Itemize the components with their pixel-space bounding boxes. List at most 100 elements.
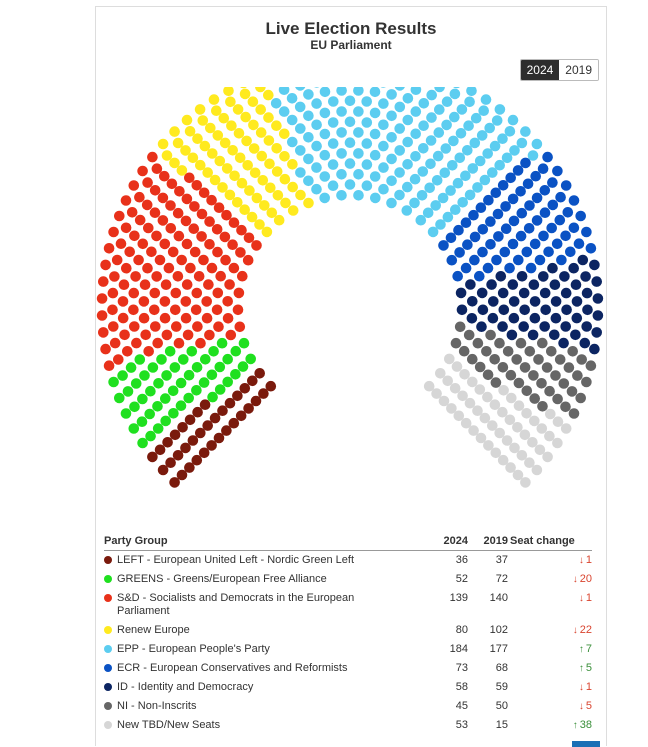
seat-dot [180,442,191,454]
seat-dot [518,287,530,299]
seat-dot [173,230,185,242]
seat-dot [520,157,531,169]
seat-dot [169,362,181,373]
seat-dot [172,450,184,461]
seat-dot [552,416,564,428]
seat-dot [311,162,322,173]
seat-dot [271,143,282,154]
seat-dot [519,429,531,441]
seat-dot [529,296,541,307]
seats-2024: 184 [449,643,468,655]
seat-dot [460,262,472,274]
seat-dot [344,137,356,148]
seat-dot [592,310,604,321]
seat-dot [402,114,414,126]
seat-dot [154,254,166,266]
seat-dot [467,163,479,174]
seat-dot [513,377,525,389]
seat-dot [156,354,167,365]
seat-dot [254,368,265,379]
seat-dot [447,160,458,171]
seat-dot [169,429,181,441]
seat-dot [454,152,466,164]
seat-dot [424,182,436,194]
seat-dot [559,271,570,282]
seat-dot [225,329,237,341]
seat-dot [254,219,265,230]
seat-dot [143,222,154,234]
seat-dot [467,353,478,365]
seat-dot [520,126,531,137]
seat-dot [441,96,453,107]
seat-dot [516,450,528,461]
seat-dot [190,304,202,316]
year-2019-button[interactable]: 2019 [559,60,598,80]
seat-dot [480,94,492,105]
seat-dot [529,238,541,250]
seat-dot [222,296,233,307]
seat-dot [560,230,571,242]
seat-dot [188,223,200,234]
seat-dot [427,226,439,238]
seat-dot [497,321,508,332]
seat-dot [113,354,124,365]
seat-dot [567,346,578,357]
seat-dot [523,223,535,234]
seat-dot [531,215,543,226]
seat-dot [184,414,196,426]
seat-dot [161,150,173,161]
party-cell: NI - Non-Inscrits [104,697,430,716]
seat-dot [487,420,498,431]
seat-dot [215,270,226,282]
seat-dot [577,254,589,266]
year-toggle: 2024 2019 [519,59,599,81]
seats-2024: 73 [455,662,468,674]
seat-dot [448,135,459,147]
seat-dot [222,376,233,388]
seat-dot [195,159,206,171]
seat-dot [536,378,547,389]
seat-dot [394,123,406,134]
seat-dot [466,313,478,324]
seat-dot [232,104,244,115]
seat-dot [501,152,513,164]
seat-dot [198,254,209,266]
seat-dot [498,385,509,396]
scrollbar-thumb[interactable] [572,741,600,747]
seat-dot [271,166,283,177]
seat-dot [154,444,166,456]
seat-dot [449,88,461,100]
seat-dot [509,145,520,156]
seat-dot [369,149,381,161]
seat-dot [128,180,140,191]
seat-dot [449,111,460,123]
seat-dot [184,126,196,137]
party-name: ID - Identity and Democracy [117,681,254,693]
arrow-up-icon: ↑ [572,720,578,731]
year-2024-button[interactable]: 2024 [520,60,560,80]
seat-dot [508,296,520,307]
seat-dot [520,477,531,488]
seat-dot [251,240,262,251]
seat-dot [513,400,525,412]
seat-dot [497,362,509,373]
seat-dot [278,106,290,117]
seat-dot [568,408,580,419]
seat-dot [258,388,269,399]
seat-dot [457,197,469,208]
seat-dot [234,321,246,333]
seat-dot [212,246,223,258]
seat-dot [507,238,519,250]
seat-dot [531,138,543,150]
seat-dot [157,192,169,204]
seat-dot [182,329,194,341]
seat-dot [425,135,437,146]
results-table: Party Group 2024 2019 Seat change LEFT -… [104,535,592,735]
seat-dot [237,270,248,282]
seat-change-value: 20 [579,573,592,585]
seat-dot [233,128,245,139]
seat-dot [446,254,458,266]
seat-dot [336,87,347,96]
seat-dot [137,238,149,250]
seat-dot [478,105,490,116]
